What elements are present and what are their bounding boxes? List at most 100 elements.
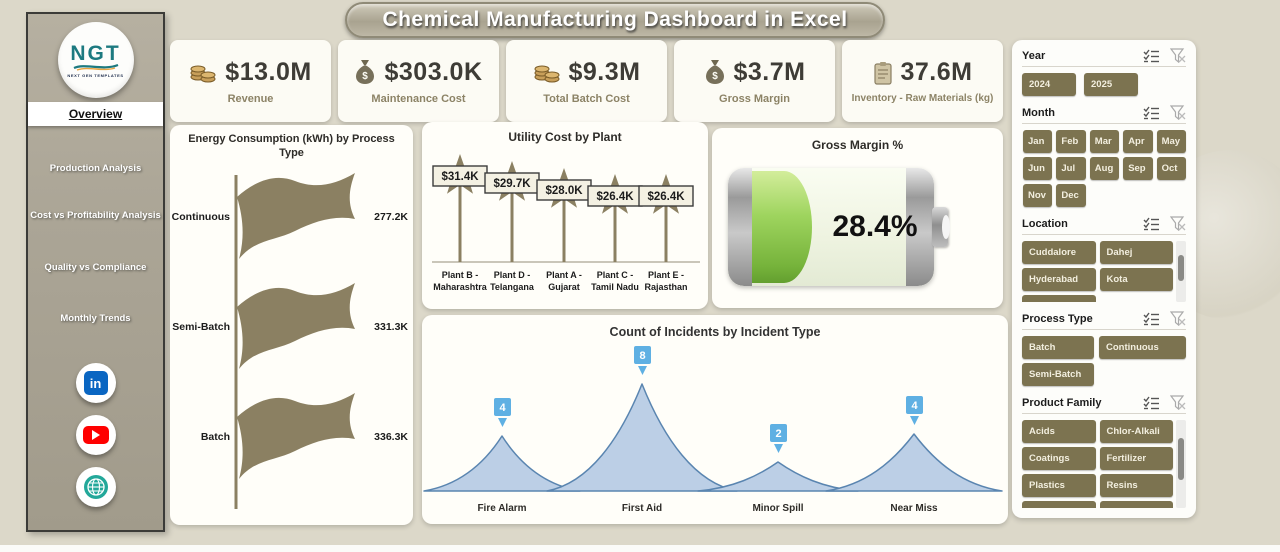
multi-select-icon[interactable]: [1143, 49, 1160, 63]
clear-filter-icon[interactable]: [1170, 216, 1186, 231]
sidebar-item-monthly-trends[interactable]: Monthly Trends: [60, 313, 131, 324]
incident-count: 4: [499, 402, 506, 414]
clear-filter-icon[interactable]: [1170, 311, 1186, 326]
flag-chart-canvas: Continuous Semi-Batch Batch 277.2K 331.3…: [172, 172, 408, 509]
multi-select-icon[interactable]: [1143, 396, 1160, 410]
slicer-button-jul[interactable]: Jul: [1056, 157, 1086, 180]
slicer-button-2024[interactable]: 2024: [1022, 73, 1076, 96]
slicer-button-2025[interactable]: 2025: [1084, 73, 1138, 96]
star-value: $31.4K: [441, 171, 479, 183]
slicer-button-aug[interactable]: Aug: [1089, 157, 1120, 180]
kpi-card-maintenance-cost: $ $303.0K Maintenance Cost: [338, 40, 499, 122]
star-category: Plant B -: [442, 270, 479, 280]
youtube-icon: [82, 426, 109, 444]
kpi-value: $303.0K: [384, 57, 483, 86]
kpi-value: 37.6M: [900, 58, 973, 86]
coins-icon: [534, 65, 559, 83]
kpi-label: Total Batch Cost: [543, 92, 630, 105]
slicer-button-sep[interactable]: Sep: [1123, 157, 1153, 180]
slicer-button-oct[interactable]: Oct: [1156, 157, 1186, 180]
money-bag-icon: $: [705, 60, 724, 84]
sidebar-item-label: Overview: [68, 107, 123, 121]
slicer-button-may[interactable]: May: [1156, 130, 1186, 153]
kpi-label: Inventory - Raw Materials (kg): [851, 93, 994, 104]
kpi-card-total-batch-cost: $9.3M Total Batch Cost: [506, 40, 667, 122]
slicer-button-jan[interactable]: Jan: [1023, 130, 1053, 153]
scrollbar-thumb[interactable]: [1178, 255, 1184, 281]
sidebar-item-quality-vs-compliance[interactable]: Quality vs Compliance: [44, 262, 147, 273]
slicer-button-mar[interactable]: Mar: [1089, 130, 1120, 153]
star-category: Plant E -: [648, 270, 684, 280]
product-family-scrollbar[interactable]: [1176, 420, 1186, 508]
slicer-button-batch[interactable]: Batch: [1022, 336, 1094, 359]
incident-count: 8: [639, 350, 645, 362]
slicer-button-partial[interactable]: [1022, 295, 1096, 302]
energy-consumption-chart: Energy Consumption (kWh) by Process Type…: [170, 125, 413, 525]
slicer-button-kota[interactable]: Kota: [1099, 268, 1173, 291]
multi-select-icon[interactable]: [1143, 217, 1160, 231]
globe-icon: [83, 475, 108, 499]
slicer-title: Month: [1022, 106, 1055, 119]
kpi-label: Maintenance Cost: [371, 92, 466, 105]
star-category: Telangana: [490, 282, 535, 292]
clear-filter-icon[interactable]: [1170, 105, 1186, 120]
sidebar-item-overview[interactable]: Overview: [28, 102, 163, 126]
scrollbar-thumb[interactable]: [1178, 438, 1184, 480]
slicer-button-hyderabad[interactable]: Hyderabad: [1022, 268, 1096, 291]
dashboard-title-banner: Chemical Manufacturing Dashboard in Exce…: [345, 2, 885, 38]
website-link[interactable]: [75, 467, 116, 507]
kpi-label: Gross Margin: [719, 92, 790, 105]
incident-count: 2: [775, 428, 781, 440]
star-chart-canvas: $31.4K $29.7K $28.0K $26.4K $26.4K Plant…: [432, 154, 700, 292]
slicer-button-apr[interactable]: Apr: [1123, 130, 1153, 153]
sidebar-item-cost-vs-profitability[interactable]: Cost vs Profitability Analysis: [30, 210, 161, 221]
youtube-link[interactable]: [75, 415, 116, 455]
month-slicer-header: Month: [1022, 105, 1186, 124]
star-value: $29.7K: [493, 178, 531, 190]
slicer-button-acids[interactable]: Acids: [1022, 420, 1096, 443]
kpi-value: $13.0M: [225, 57, 312, 86]
slicer-button-partial[interactable]: [1099, 501, 1173, 508]
linkedin-link[interactable]: in: [75, 363, 116, 403]
chart-title: Utility Cost by Plant: [508, 130, 622, 144]
slicer-button-nov[interactable]: Nov: [1023, 184, 1053, 207]
slicer-button-partial[interactable]: [1022, 501, 1096, 508]
flag-value: 336.3K: [374, 431, 408, 443]
incident-count: 4: [911, 400, 918, 412]
slicer-button-feb[interactable]: Feb: [1056, 130, 1086, 153]
slicer-button-dec[interactable]: Dec: [1056, 184, 1086, 207]
peak-area-canvas: 4 8 2 4 Fire Alarm First Aid Minor Spill…: [423, 346, 1003, 514]
slicer-button-plastics[interactable]: Plastics: [1022, 474, 1096, 497]
gross-margin-value: 28.4%: [832, 210, 918, 243]
battery-icon: 28.4%: [728, 168, 952, 286]
kpi-card-gross-margin: $ $3.7M Gross Margin: [674, 40, 835, 122]
slicer-button-coatings[interactable]: Coatings: [1022, 447, 1096, 470]
logo-wave-icon: [73, 63, 118, 71]
battery-terminal: [932, 207, 950, 247]
multi-select-icon[interactable]: [1143, 312, 1160, 326]
slicer-button-chlor-alkali[interactable]: Chlor-Alkali: [1099, 420, 1173, 443]
product-family-slicer-header: Product Family: [1022, 395, 1186, 414]
incident-category: First Aid: [622, 503, 662, 514]
svg-text:$: $: [363, 71, 369, 82]
location-scrollbar[interactable]: [1176, 241, 1186, 302]
slicer-title: Product Family: [1022, 396, 1102, 409]
star-value: $28.0K: [545, 185, 583, 197]
kpi-card-inventory: 37.6M Inventory - Raw Materials (kg): [842, 40, 1003, 122]
incidents-chart: Count of Incidents by Incident Type 4 8 …: [422, 315, 1008, 524]
slicer-button-semi-batch[interactable]: Semi-Batch: [1022, 363, 1094, 386]
slicer-title: Process Type: [1022, 312, 1093, 325]
slicer-button-dahej[interactable]: Dahej: [1099, 241, 1173, 264]
clear-filter-icon[interactable]: [1170, 395, 1186, 410]
multi-select-icon[interactable]: [1143, 106, 1160, 120]
clear-filter-icon[interactable]: [1170, 48, 1186, 63]
chart-title: Count of Incidents by Incident Type: [609, 325, 821, 339]
slicer-button-resins[interactable]: Resins: [1099, 474, 1173, 497]
flag-value: 277.2K: [374, 211, 408, 223]
slicer-button-cuddalore[interactable]: Cuddalore: [1022, 241, 1096, 264]
sidebar-item-production-analysis[interactable]: Production Analysis: [49, 163, 142, 174]
slicer-button-fertilizer[interactable]: Fertilizer: [1099, 447, 1173, 470]
slicer-button-continuous[interactable]: Continuous: [1099, 336, 1186, 359]
location-slicer-header: Location: [1022, 216, 1186, 235]
slicer-button-jun[interactable]: Jun: [1023, 157, 1053, 180]
